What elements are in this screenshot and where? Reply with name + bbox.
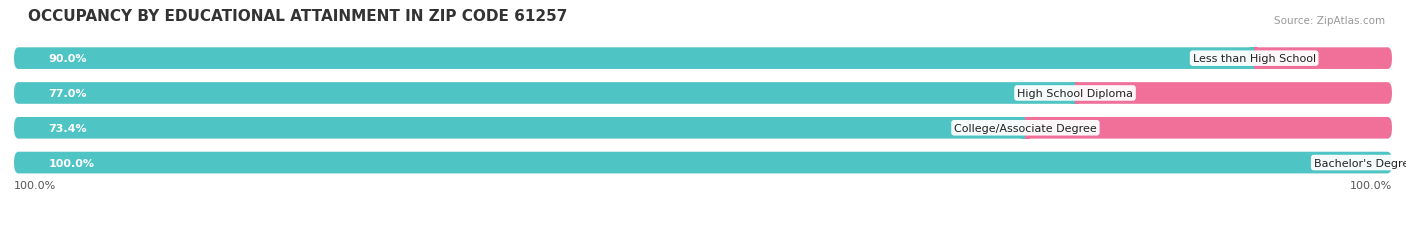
FancyBboxPatch shape	[1025, 118, 1392, 139]
Text: Less than High School: Less than High School	[1192, 54, 1316, 64]
FancyBboxPatch shape	[14, 152, 1392, 174]
FancyBboxPatch shape	[1076, 83, 1392, 104]
Bar	[1071, 83, 1076, 104]
Text: Source: ZipAtlas.com: Source: ZipAtlas.com	[1274, 16, 1385, 26]
Bar	[1025, 118, 1029, 139]
FancyBboxPatch shape	[14, 152, 1392, 174]
FancyBboxPatch shape	[14, 83, 1392, 104]
Bar	[1254, 48, 1258, 70]
Bar	[1021, 118, 1025, 139]
FancyBboxPatch shape	[14, 83, 1076, 104]
Text: 73.4%: 73.4%	[48, 123, 87, 133]
Text: 100.0%: 100.0%	[14, 180, 56, 190]
Text: 100.0%: 100.0%	[1350, 180, 1392, 190]
Text: Bachelor's Degree or higher: Bachelor's Degree or higher	[1313, 158, 1406, 168]
Legend: Owner-occupied, Renter-occupied: Owner-occupied, Renter-occupied	[578, 228, 828, 231]
Text: High School Diploma: High School Diploma	[1017, 88, 1133, 99]
Text: 90.0%: 90.0%	[48, 54, 87, 64]
Bar	[1071, 83, 1076, 104]
Text: OCCUPANCY BY EDUCATIONAL ATTAINMENT IN ZIP CODE 61257: OCCUPANCY BY EDUCATIONAL ATTAINMENT IN Z…	[28, 9, 567, 24]
FancyBboxPatch shape	[14, 48, 1254, 70]
FancyBboxPatch shape	[14, 118, 1025, 139]
Bar	[1076, 83, 1080, 104]
Text: College/Associate Degree: College/Associate Degree	[955, 123, 1097, 133]
FancyBboxPatch shape	[14, 118, 1392, 139]
FancyBboxPatch shape	[14, 48, 1392, 70]
Text: 100.0%: 100.0%	[48, 158, 94, 168]
Text: 77.0%: 77.0%	[48, 88, 87, 99]
Bar	[1021, 118, 1025, 139]
Bar	[1250, 48, 1254, 70]
Bar	[1250, 48, 1254, 70]
FancyBboxPatch shape	[1254, 48, 1392, 70]
